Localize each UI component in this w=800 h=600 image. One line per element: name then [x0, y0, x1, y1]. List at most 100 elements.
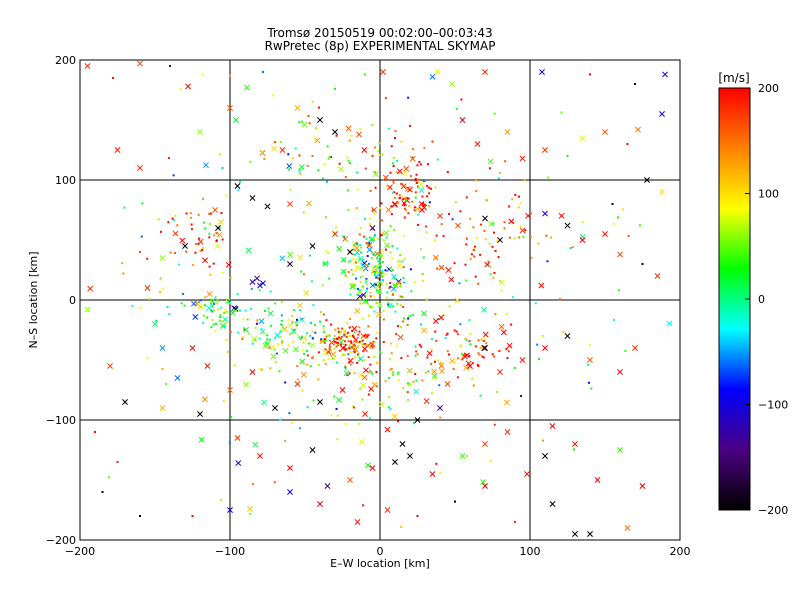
data-point-dot — [520, 202, 522, 204]
data-points — [85, 61, 672, 537]
data-point-dot — [259, 368, 261, 370]
data-point-dot — [508, 350, 510, 352]
y-tick-label: 200 — [55, 54, 76, 67]
data-point-dot — [313, 400, 315, 402]
data-point-x — [295, 105, 300, 110]
data-point-dot — [391, 257, 393, 259]
data-point-x — [207, 292, 212, 297]
data-point-x — [259, 319, 264, 324]
data-point-dot — [266, 334, 268, 336]
data-point-dot — [261, 369, 263, 371]
data-point-dot — [400, 526, 402, 528]
data-point-dot — [329, 346, 331, 348]
data-point-dot — [408, 315, 410, 317]
data-point-x — [488, 159, 493, 164]
data-point-dot — [364, 335, 366, 337]
data-point-dot — [349, 293, 351, 295]
data-point-dot — [181, 302, 183, 304]
data-point-x — [250, 369, 255, 374]
data-point-dot — [466, 339, 468, 341]
data-point-dot — [373, 253, 375, 255]
colorbar-ticks: −200−1000100200 — [745, 82, 788, 517]
data-point-dot — [408, 205, 410, 207]
data-point-dot — [312, 155, 314, 157]
data-point-dot — [237, 189, 239, 191]
data-point-x — [365, 463, 370, 468]
data-point-dot — [363, 236, 365, 238]
data-point-dot — [356, 171, 358, 173]
data-point-dot — [514, 367, 516, 369]
data-point-dot — [139, 515, 141, 517]
data-point-dot — [308, 115, 310, 117]
data-point-dot — [392, 179, 394, 181]
data-point-dot — [249, 513, 251, 515]
data-point-x — [383, 230, 388, 235]
data-point-dot — [520, 395, 522, 397]
data-point-dot — [475, 345, 477, 347]
data-point-x — [182, 243, 187, 248]
data-point-dot — [299, 427, 301, 429]
data-point-dot — [377, 274, 379, 276]
data-point-dot — [510, 324, 512, 326]
data-point-dot — [208, 233, 210, 235]
data-point-dot — [489, 167, 491, 169]
data-point-dot — [297, 335, 299, 337]
data-point-dot — [538, 358, 540, 360]
data-point-dot — [360, 276, 362, 278]
data-point-dot — [377, 260, 379, 262]
data-point-x — [270, 345, 275, 350]
data-point-x — [385, 427, 390, 432]
data-point-dot — [256, 323, 258, 325]
data-point-dot — [230, 416, 232, 418]
data-point-dot — [122, 273, 124, 275]
data-point-dot — [421, 379, 423, 381]
data-point-dot — [307, 406, 309, 408]
data-point-dot — [501, 290, 503, 292]
data-point-x — [360, 383, 365, 388]
data-point-x — [306, 201, 311, 206]
data-point-dot — [348, 361, 350, 363]
data-point-dot — [389, 251, 391, 253]
data-point-dot — [365, 280, 367, 282]
data-point-x — [85, 63, 90, 68]
data-point-dot — [386, 283, 388, 285]
data-point-x — [437, 213, 442, 218]
data-point-dot — [178, 264, 180, 266]
data-point-dot — [348, 261, 350, 263]
data-point-dot — [227, 351, 229, 353]
data-point-dot — [498, 256, 500, 258]
data-point-dot — [266, 339, 268, 341]
colorbar-title: [m/s] — [718, 71, 749, 85]
data-point-dot — [396, 247, 398, 249]
data-point-dot — [431, 338, 433, 340]
data-point-x — [504, 400, 509, 405]
data-point-dot — [212, 305, 214, 307]
data-point-dot — [381, 272, 383, 274]
data-point-dot — [213, 323, 215, 325]
data-point-dot — [490, 460, 492, 462]
data-point-dot — [364, 218, 366, 220]
data-point-dot — [377, 238, 379, 240]
data-point-dot — [322, 177, 324, 179]
data-point-dot — [369, 217, 371, 219]
data-point-dot — [359, 298, 361, 300]
data-point-dot — [387, 302, 389, 304]
data-point-dot — [132, 305, 134, 307]
data-point-x — [88, 286, 93, 291]
data-point-dot — [480, 224, 482, 226]
data-point-dot — [213, 234, 215, 236]
data-point-dot — [220, 499, 222, 501]
data-point-dot — [483, 230, 485, 232]
data-point-dot — [412, 381, 414, 383]
data-point-dot — [301, 390, 303, 392]
data-point-dot — [330, 324, 332, 326]
data-point-dot — [518, 236, 520, 238]
data-point-dot — [348, 347, 350, 349]
data-point-dot — [416, 174, 418, 176]
data-point-dot — [470, 258, 472, 260]
data-point-dot — [112, 77, 114, 79]
data-point-dot — [230, 277, 232, 279]
data-point-dot — [242, 336, 244, 338]
data-point-x — [160, 345, 165, 350]
data-point-dot — [347, 340, 349, 342]
